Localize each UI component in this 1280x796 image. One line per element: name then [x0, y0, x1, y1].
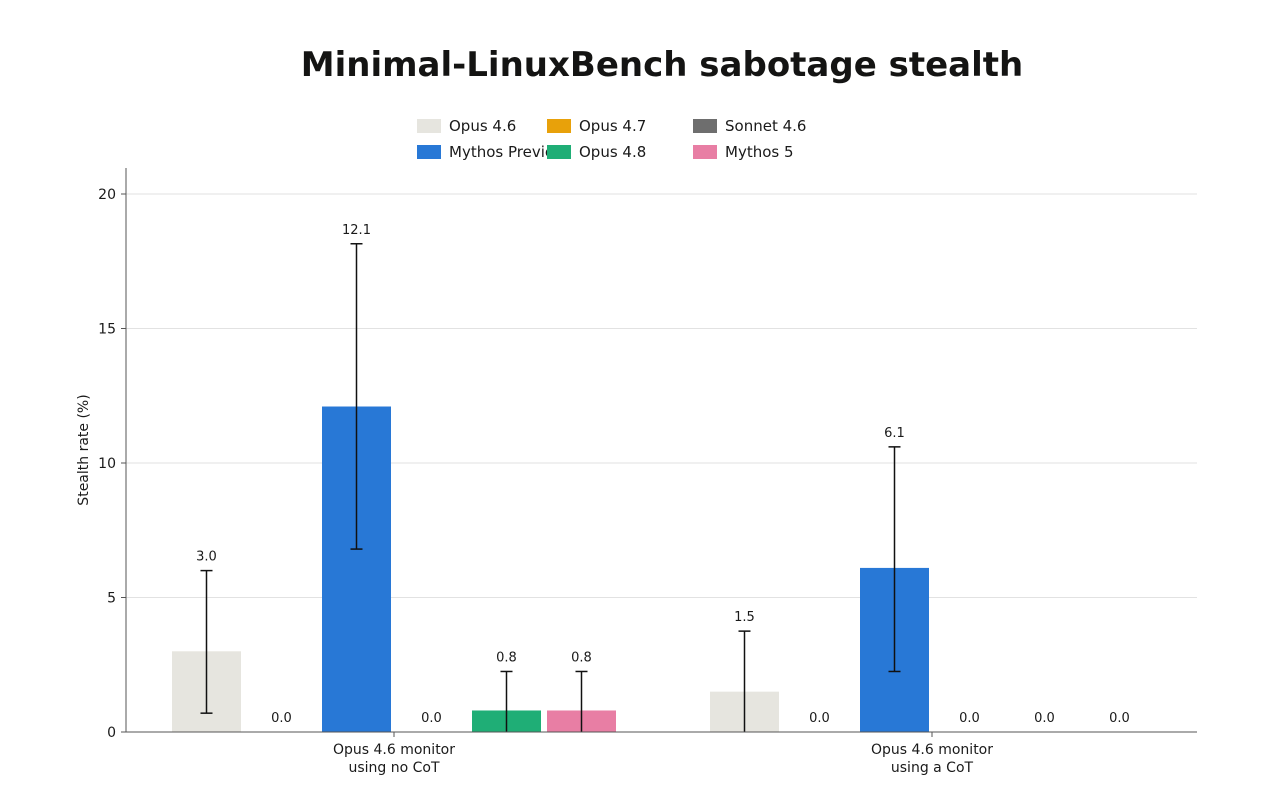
legend-label: Opus 4.7 — [579, 117, 646, 135]
y-tick-label: 15 — [98, 322, 116, 338]
grid-lines — [126, 193, 1197, 598]
x-axis-categories: Opus 4.6 monitor using no CoT Opus 4.6 mon… — [333, 732, 993, 776]
legend-label: Opus 4.6 — [449, 117, 516, 135]
value-label: 0.0 — [421, 711, 442, 726]
y-tick-label: 20 — [98, 187, 116, 203]
value-label: 0.0 — [809, 711, 830, 726]
value-label: 0.0 — [271, 711, 292, 726]
value-label: 0.0 — [1034, 711, 1055, 726]
x-category-label: Opus 4.6 monitor using a CoT — [871, 742, 993, 776]
value-label: 3.0 — [196, 550, 217, 565]
y-axis-ticks: 0 5 10 15 20 — [98, 187, 126, 741]
legend-swatch — [693, 145, 717, 159]
error-bars — [200, 243, 901, 732]
legend-label: Opus 4.8 — [579, 143, 646, 161]
legend: Opus 4.6 Opus 4.7 Sonnet 4.6 Mythos Preview… — [417, 117, 806, 161]
legend-label: Mythos 5 — [725, 143, 794, 161]
legend-swatch — [547, 145, 571, 159]
legend-swatch — [417, 119, 441, 133]
y-tick-label: 0 — [107, 725, 116, 741]
value-label: 1.5 — [734, 610, 755, 625]
y-tick-label: 5 — [107, 591, 116, 607]
bars — [172, 406, 929, 732]
value-label: 0.8 — [496, 650, 517, 665]
value-label: 6.1 — [884, 426, 905, 441]
legend-swatch — [547, 119, 571, 133]
chart-title: Minimal-LinuxBench sabotage stealth — [301, 45, 1023, 85]
y-axis-label: Stealth rate (%) — [76, 394, 92, 505]
legend-label: Mythos Preview — [449, 143, 566, 161]
value-labels: 3.0 0.0 12.1 0.0 0.8 0.8 1.5 0.0 6.1 0.0 0.0 0.0 — [196, 223, 1130, 726]
legend-swatch — [693, 119, 717, 133]
value-label: 12.1 — [342, 223, 371, 238]
legend-label: Sonnet 4.6 — [725, 117, 806, 135]
value-label: 0.0 — [1109, 711, 1130, 726]
value-label: 0.0 — [959, 711, 980, 726]
y-tick-label: 10 — [98, 456, 116, 472]
value-label: 0.8 — [571, 650, 592, 665]
x-category-label: Opus 4.6 monitor using no CoT — [333, 742, 455, 776]
legend-swatch — [417, 145, 441, 159]
